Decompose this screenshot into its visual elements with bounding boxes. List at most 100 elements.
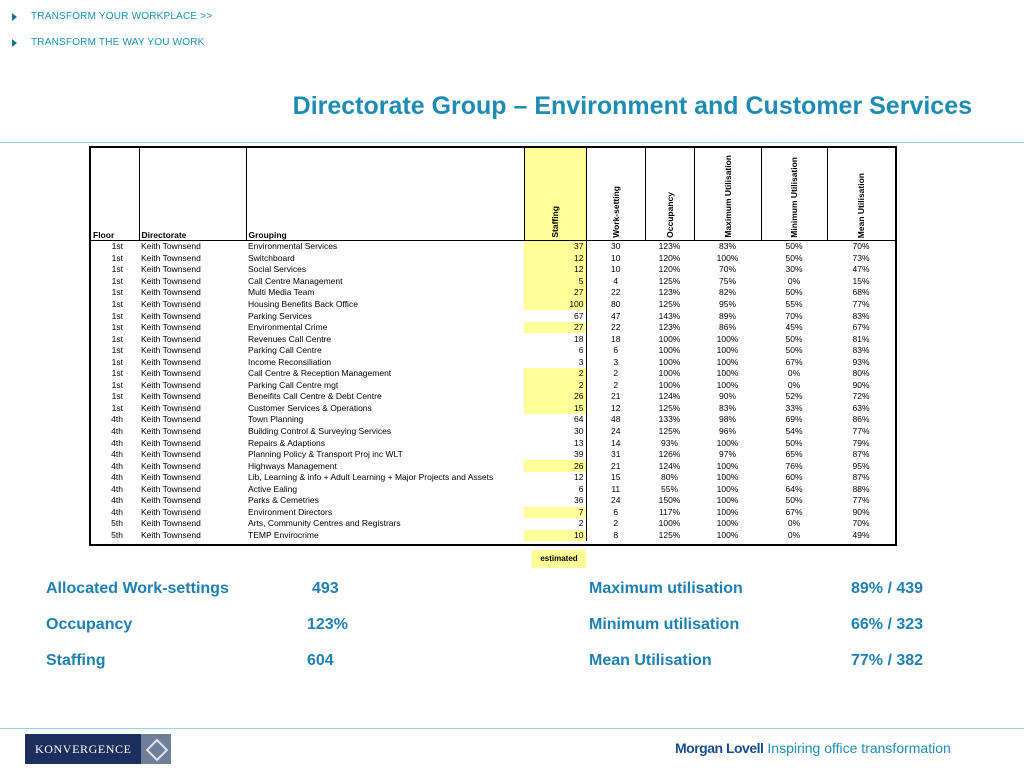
cell-staffing: 6	[524, 344, 587, 357]
cell-grouping: Active Ealing	[248, 483, 298, 494]
cell-occupancy: 93%	[660, 437, 678, 448]
cell-max-util: 100%	[716, 472, 739, 483]
cell-min-util: 50%	[785, 345, 803, 356]
cell-occupancy: 100%	[658, 356, 681, 367]
estimated-legend: estimated	[532, 550, 586, 568]
cell-mean-util: 83%	[852, 310, 870, 321]
cell-directorate: Keith Townsend	[141, 414, 201, 425]
max-util-value: 89% / 439	[851, 580, 924, 597]
cell-grouping: Beneifits Call Centre & Debt Centre	[248, 391, 382, 402]
cell-grouping: Environmental Services	[248, 241, 338, 252]
cell-directorate: Keith Townsend	[141, 426, 201, 437]
cell-occupancy: 123%	[658, 241, 681, 252]
cell-grouping: Environmental Crime	[248, 322, 328, 333]
cell-staffing: 5	[524, 275, 587, 288]
cell-min-util: 50%	[785, 437, 803, 448]
cell-directorate: Keith Townsend	[141, 495, 201, 506]
header-work-setting: Work-setting	[586, 148, 646, 241]
cell-max-util: 95%	[718, 299, 736, 309]
cell-max-util: 100%	[716, 252, 739, 263]
cell-min-util: 64%	[785, 483, 803, 494]
cell-occupancy: 117%	[658, 506, 681, 517]
cell-work-setting: 15	[611, 472, 621, 483]
cell-min-util: 52%	[785, 391, 803, 402]
konvergence-logo: KONVERGENCE	[25, 734, 171, 764]
cell-mean-util: 70%	[852, 241, 870, 252]
header-work-setting-label: Work-setting	[610, 186, 621, 238]
cell-occupancy: 125%	[658, 426, 681, 437]
cell-work-setting: 6	[613, 506, 619, 517]
cell-directorate: Keith Townsend	[141, 483, 201, 494]
header-min-util: Minimum Utilisation	[761, 148, 828, 241]
nav-link-label: TRANSFORM THE WAY YOU WORK	[31, 37, 205, 48]
table-row: 4th Keith Townsend Parks & Cemetries 36 24 15…	[91, 495, 895, 507]
cell-occupancy: 100%	[658, 368, 681, 379]
cell-max-util: 70%	[718, 264, 736, 275]
cell-work-setting: 21	[611, 460, 621, 471]
header-row: Floor Directorate Grouping Staffing Work…	[91, 148, 895, 241]
cell-min-util: 50%	[785, 252, 803, 263]
cell-max-util: 97%	[718, 449, 736, 460]
table-row: 4th Keith Townsend Highways Management 26 21…	[91, 460, 895, 472]
cell-staffing: 27	[524, 287, 587, 299]
cell-min-util: 30%	[785, 264, 803, 275]
cell-max-util: 100%	[716, 345, 739, 356]
cell-min-util: 67%	[785, 506, 803, 517]
cell-floor: 1st	[111, 402, 123, 413]
cell-directorate: Keith Townsend	[141, 345, 201, 356]
nav-link-way-you-work[interactable]: TRANSFORM THE WAY YOU WORK	[12, 37, 205, 48]
cell-staffing: 100	[524, 298, 587, 311]
cell-staffing: 2	[524, 368, 587, 380]
cell-directorate: Keith Townsend	[141, 275, 201, 286]
mean-util-value: 77% / 382	[851, 652, 924, 669]
min-util-label: Minimum utilisation	[589, 616, 740, 633]
cell-mean-util: 73%	[852, 252, 870, 263]
cell-mean-util: 15%	[852, 275, 870, 286]
table-row: 1st Keith Townsend Multi Media Team 27 22 123…	[91, 287, 895, 299]
cell-work-setting: 80	[611, 299, 621, 309]
cell-grouping: Multi Media Team	[248, 287, 315, 298]
cell-max-util: 100%	[716, 437, 739, 448]
cell-min-util: 0%	[787, 518, 801, 529]
diamond-icon	[141, 734, 171, 764]
cell-occupancy: 80%	[660, 472, 678, 483]
table-row: 1st Keith Townsend Parking Call Centre 6 6 10…	[91, 344, 895, 357]
cell-mean-util: 87%	[852, 449, 870, 460]
cell-work-setting: 12	[611, 402, 621, 413]
cell-staffing: 3	[524, 356, 587, 369]
cell-directorate: Keith Townsend	[141, 264, 201, 275]
max-util-label: Maximum utilisation	[589, 580, 743, 597]
table-row: 4th Keith Townsend Environment Directors 7 6…	[91, 506, 895, 519]
cell-floor: 1st	[111, 333, 123, 344]
cell-grouping: Planning Policy & Transport Proj inc WLT	[248, 449, 403, 460]
header-mean-util: Mean Utilisation	[827, 148, 895, 241]
table-row: 1st Keith Townsend Call Centre Management 5…	[91, 275, 895, 288]
morgan-lovell-logo: Morgan Lovell Inspiring office transforma…	[675, 740, 951, 756]
table-row: 1st Keith Townsend Parking Services 67 47 143…	[91, 310, 895, 322]
cell-floor: 4th	[111, 495, 123, 506]
table-row: 1st Keith Townsend Call Centre & Reception…	[91, 368, 895, 380]
cell-max-util: 100%	[716, 460, 739, 471]
cell-floor: 4th	[111, 437, 123, 448]
cell-max-util: 83%	[718, 241, 736, 252]
cell-grouping: Parking Call Centre mgt	[248, 379, 339, 390]
cell-mean-util: 77%	[852, 299, 870, 309]
cell-floor: 1st	[111, 252, 123, 263]
cell-floor: 5th	[111, 529, 123, 540]
nav-link-workplace[interactable]: TRANSFORM YOUR WORKPLACE >>	[12, 11, 212, 22]
cell-floor: 1st	[111, 299, 123, 309]
cell-floor: 4th	[111, 472, 123, 483]
cell-min-util: 55%	[785, 299, 803, 309]
cell-max-util: 90%	[718, 391, 736, 402]
konvergence-wordmark: KONVERGENCE	[35, 741, 132, 756]
cell-staffing: 12	[524, 252, 587, 265]
cell-mean-util: 72%	[852, 391, 870, 402]
header-directorate: Directorate	[139, 148, 247, 241]
cell-grouping: Parking Services	[248, 310, 312, 321]
header-staffing: Staffing	[524, 148, 587, 241]
cell-floor: 1st	[111, 356, 123, 367]
cell-occupancy: 123%	[658, 322, 681, 333]
cell-floor: 4th	[111, 414, 123, 425]
cell-mean-util: 90%	[852, 506, 870, 517]
cell-work-setting: 2	[613, 518, 619, 529]
